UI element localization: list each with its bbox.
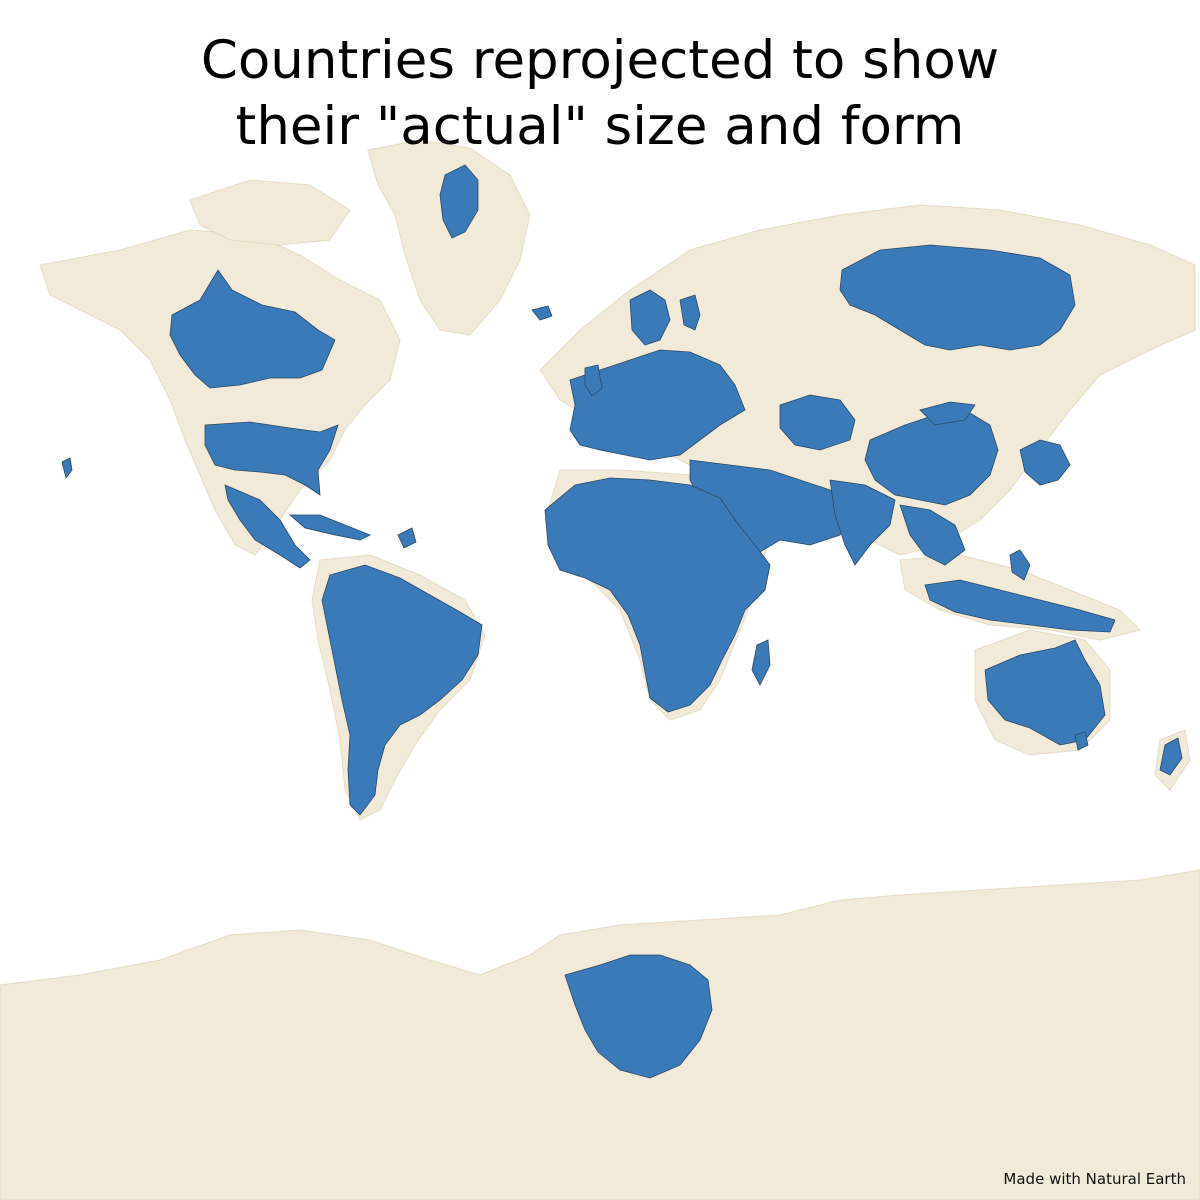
southeast-asia-actual <box>899 504 966 566</box>
title-line-2: their "actual" size and form <box>235 96 965 157</box>
actual-size-countries <box>61 164 1183 1079</box>
russia-actual <box>839 244 1076 351</box>
usa-actual <box>204 421 339 496</box>
india-actual <box>829 479 896 566</box>
antarctica-actual <box>564 954 713 1079</box>
africa-actual <box>544 477 771 713</box>
mercator-greenland <box>367 139 531 336</box>
uk-actual <box>584 364 603 397</box>
europe-actual <box>569 349 746 461</box>
tasmania-actual <box>1074 731 1089 751</box>
madagascar-actual <box>751 639 771 686</box>
canada-actual <box>169 269 336 389</box>
new-zealand-actual <box>1159 737 1183 776</box>
kazakhstan-central-asia-actual <box>779 394 856 451</box>
map-title: Countries reprojected to show their "act… <box>0 28 1200 160</box>
credit-text: Made with Natural Earth <box>1003 1170 1186 1188</box>
japan-korea-actual <box>1019 439 1071 486</box>
mercator-arctic-canada <box>189 179 351 246</box>
finland-actual <box>679 294 701 331</box>
philippines-actual <box>1009 549 1031 581</box>
scandinavia-actual <box>629 289 671 346</box>
mexico-central-america-actual <box>224 484 311 569</box>
mongolia-actual <box>919 401 976 426</box>
australia-actual <box>984 639 1106 746</box>
iceland-actual <box>531 305 553 321</box>
cuba-adjacent-actual <box>397 527 417 549</box>
title-line-1: Countries reprojected to show <box>200 30 1000 91</box>
indonesia-actual <box>924 579 1116 633</box>
greenland-actual <box>439 164 479 239</box>
alaska-actual <box>61 457 73 479</box>
caribbean-actual <box>288 514 371 541</box>
south-america-actual <box>321 564 483 816</box>
